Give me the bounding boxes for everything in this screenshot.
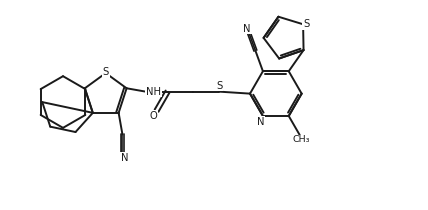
Text: N: N	[257, 117, 265, 127]
Text: S: S	[303, 19, 309, 29]
Text: N: N	[121, 152, 128, 163]
Text: O: O	[150, 111, 158, 121]
Text: S: S	[103, 67, 109, 77]
Text: N: N	[244, 24, 251, 34]
Text: CH₃: CH₃	[293, 135, 310, 144]
Text: NH: NH	[146, 87, 161, 97]
Text: S: S	[216, 81, 222, 91]
